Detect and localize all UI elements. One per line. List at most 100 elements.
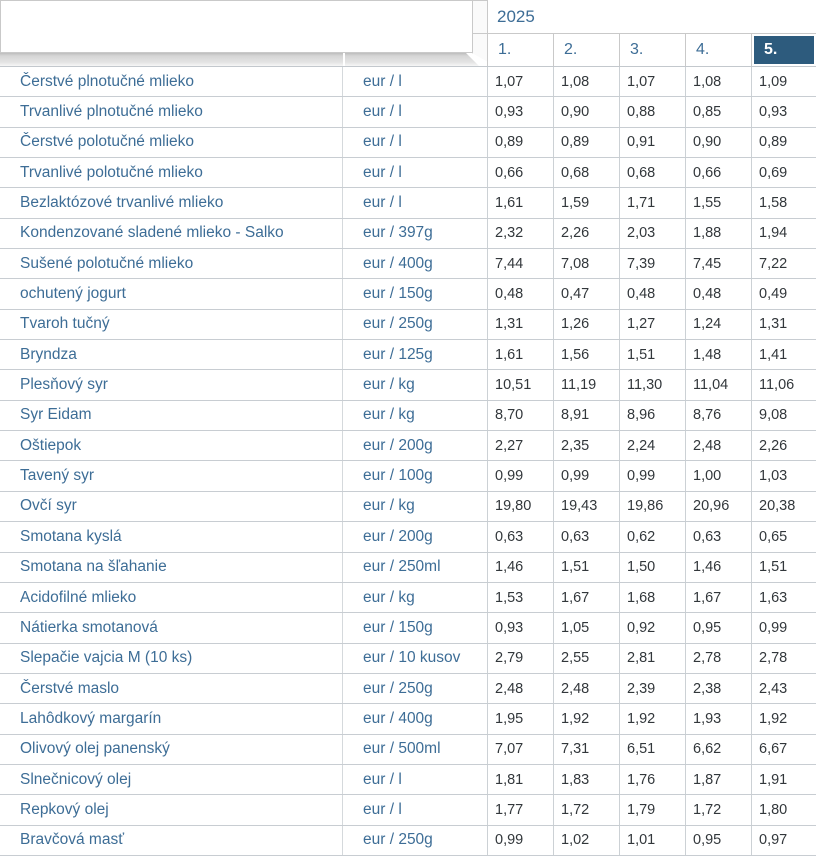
price-month-5: 2,43 [751, 673, 816, 704]
price-month-3: 0,88 [619, 97, 685, 127]
product-name: Tvaroh tučný [0, 309, 343, 340]
table-row[interactable]: Oštiepok eur / 200g 2,27 2,35 2,24 2,48 … [0, 431, 816, 462]
table-row[interactable]: Bryndza eur / 125g 1,61 1,56 1,51 1,48 1… [0, 340, 816, 371]
price-month-3: 0,92 [619, 613, 685, 643]
month-header-5[interactable]: 5. [751, 34, 816, 66]
horizontal-scrollbar[interactable] [0, 53, 479, 66]
product-name: Smotana na šľahanie [0, 552, 343, 582]
table-row[interactable]: Slnečnicový olej eur / l 1,81 1,83 1,76 … [0, 764, 816, 796]
price-month-2: 1,59 [553, 188, 619, 218]
product-name: Bravčová masť [0, 825, 343, 855]
product-name: Kondenzované sladené mlieko - Salko [0, 218, 343, 249]
table-row[interactable]: Trvanlivé plnotučné mlieko eur / l 0,93 … [0, 97, 816, 128]
product-name: Plesňový syr [0, 370, 343, 400]
table-row[interactable]: Plesňový syr eur / kg 10,51 11,19 11,30 … [0, 370, 816, 401]
product-unit: eur / l [363, 133, 402, 151]
product-name: Smotana kyslá [0, 522, 343, 552]
product-unit: eur / 150g [363, 285, 433, 303]
price-month-1: 10,51 [487, 370, 553, 400]
price-month-1: 7,44 [487, 249, 553, 279]
price-month-3: 1,76 [619, 764, 685, 795]
table-row[interactable]: Kondenzované sladené mlieko - Salko eur … [0, 218, 816, 250]
price-month-2: 19,43 [553, 491, 619, 522]
price-month-1: 1,53 [487, 582, 553, 613]
table-row[interactable]: Acidofilné mlieko eur / kg 1,53 1,67 1,6… [0, 582, 816, 614]
price-month-3: 8,96 [619, 400, 685, 431]
price-month-2: 7,31 [553, 734, 619, 764]
price-month-1: 0,48 [487, 279, 553, 309]
table-row[interactable]: Trvanlivé polotučné mlieko eur / l 0,66 … [0, 158, 816, 189]
price-month-2: 8,91 [553, 400, 619, 431]
price-month-3: 2,81 [619, 643, 685, 673]
table-row[interactable]: Smotana na šľahanie eur / 250ml 1,46 1,5… [0, 552, 816, 583]
price-month-4: 1,46 [685, 552, 751, 582]
price-month-4: 2,78 [685, 643, 751, 673]
table-row[interactable]: Ovčí syr eur / kg 19,80 19,43 19,86 20,9… [0, 491, 816, 523]
corner-divider [472, 33, 488, 34]
price-month-3: 0,68 [619, 158, 685, 188]
table-row[interactable]: Nátierka smotanová eur / 150g 0,93 1,05 … [0, 613, 816, 644]
frozen-pane-corner [0, 0, 473, 53]
price-month-4: 2,38 [685, 673, 751, 704]
product-unit: eur / l [363, 163, 402, 181]
table-row[interactable]: Repkový olej eur / l 1,77 1,72 1,79 1,72… [0, 795, 816, 826]
price-month-5: 0,93 [751, 97, 816, 127]
price-month-4: 0,63 [685, 522, 751, 552]
table-row[interactable]: ochutený jogurt eur / 150g 0,48 0,47 0,4… [0, 279, 816, 310]
table-row[interactable]: Slepačie vajcia M (10 ks) eur / 10 kusov… [0, 643, 816, 674]
product-unit: eur / kg [363, 376, 415, 394]
price-month-5: 1,80 [751, 795, 816, 825]
product-name: Slnečnicový olej [0, 764, 343, 795]
table-row[interactable]: Bravčová masť eur / 250g 0,99 1,02 1,01 … [0, 825, 816, 856]
price-month-2: 1,26 [553, 309, 619, 340]
price-month-2: 2,55 [553, 643, 619, 673]
product-unit: eur / l [363, 770, 402, 788]
price-month-4: 0,95 [685, 613, 751, 643]
price-month-4: 7,45 [685, 249, 751, 279]
price-month-4: 0,90 [685, 127, 751, 158]
table-row[interactable]: Tvaroh tučný eur / 250g 1,31 1,26 1,27 1… [0, 309, 816, 341]
product-name: Čerstvé maslo [0, 673, 343, 704]
price-month-5: 0,49 [751, 279, 816, 309]
price-month-1: 7,07 [487, 734, 553, 764]
table-row[interactable]: Olivový olej panenský eur / 500ml 7,07 7… [0, 734, 816, 765]
product-unit: eur / l [363, 800, 402, 818]
year-label: 2025 [497, 7, 535, 26]
price-month-2: 2,26 [553, 218, 619, 249]
table-row[interactable]: Bezlaktózové trvanlivé mlieko eur / l 1,… [0, 188, 816, 219]
table-row[interactable]: Čerstvé maslo eur / 250g 2,48 2,48 2,39 … [0, 673, 816, 705]
product-name: Acidofilné mlieko [0, 582, 343, 613]
table-row[interactable]: Lahôdkový margarín eur / 400g 1,95 1,92 … [0, 704, 816, 735]
table-row[interactable]: Syr Eidam eur / kg 8,70 8,91 8,96 8,76 9… [0, 400, 816, 432]
month-header-1[interactable]: 1. [487, 34, 553, 66]
product-unit: eur / 250g [363, 679, 433, 697]
month-header-4[interactable]: 4. [685, 34, 751, 66]
table-row[interactable]: Čerstvé polotučné mlieko eur / l 0,89 0,… [0, 127, 816, 159]
product-unit: eur / 250g [363, 831, 433, 849]
price-month-1: 2,32 [487, 218, 553, 249]
product-name: Čerstvé polotučné mlieko [0, 127, 343, 158]
table-row[interactable]: Čerstvé plnotučné mlieko eur / l 1,07 1,… [0, 67, 816, 98]
product-name: Trvanlivé polotučné mlieko [0, 158, 343, 188]
table-row[interactable]: Tavený syr eur / 100g 0,99 0,99 0,99 1,0… [0, 461, 816, 492]
price-month-1: 2,48 [487, 673, 553, 704]
price-month-1: 0,63 [487, 522, 553, 552]
price-month-1: 1,07 [487, 67, 553, 97]
month-header-3[interactable]: 3. [619, 34, 685, 66]
table-row[interactable]: Sušené polotučné mlieko eur / 400g 7,44 … [0, 249, 816, 280]
price-month-2: 0,90 [553, 97, 619, 127]
price-month-1: 2,27 [487, 431, 553, 461]
product-name: ochutený jogurt [0, 279, 343, 309]
table-row[interactable]: Smotana kyslá eur / 200g 0,63 0,63 0,62 … [0, 522, 816, 553]
price-month-4: 1,24 [685, 309, 751, 340]
price-month-5: 20,38 [751, 491, 816, 522]
product-unit: eur / l [363, 194, 402, 212]
price-month-1: 0,99 [487, 825, 553, 855]
price-month-1: 1,61 [487, 340, 553, 370]
month-header-2[interactable]: 2. [553, 34, 619, 66]
price-month-5: 1,09 [751, 67, 816, 97]
price-month-2: 1,83 [553, 764, 619, 795]
price-month-1: 1,81 [487, 764, 553, 795]
product-name: Čerstvé plnotučné mlieko [0, 67, 343, 97]
price-month-2: 11,19 [553, 370, 619, 400]
